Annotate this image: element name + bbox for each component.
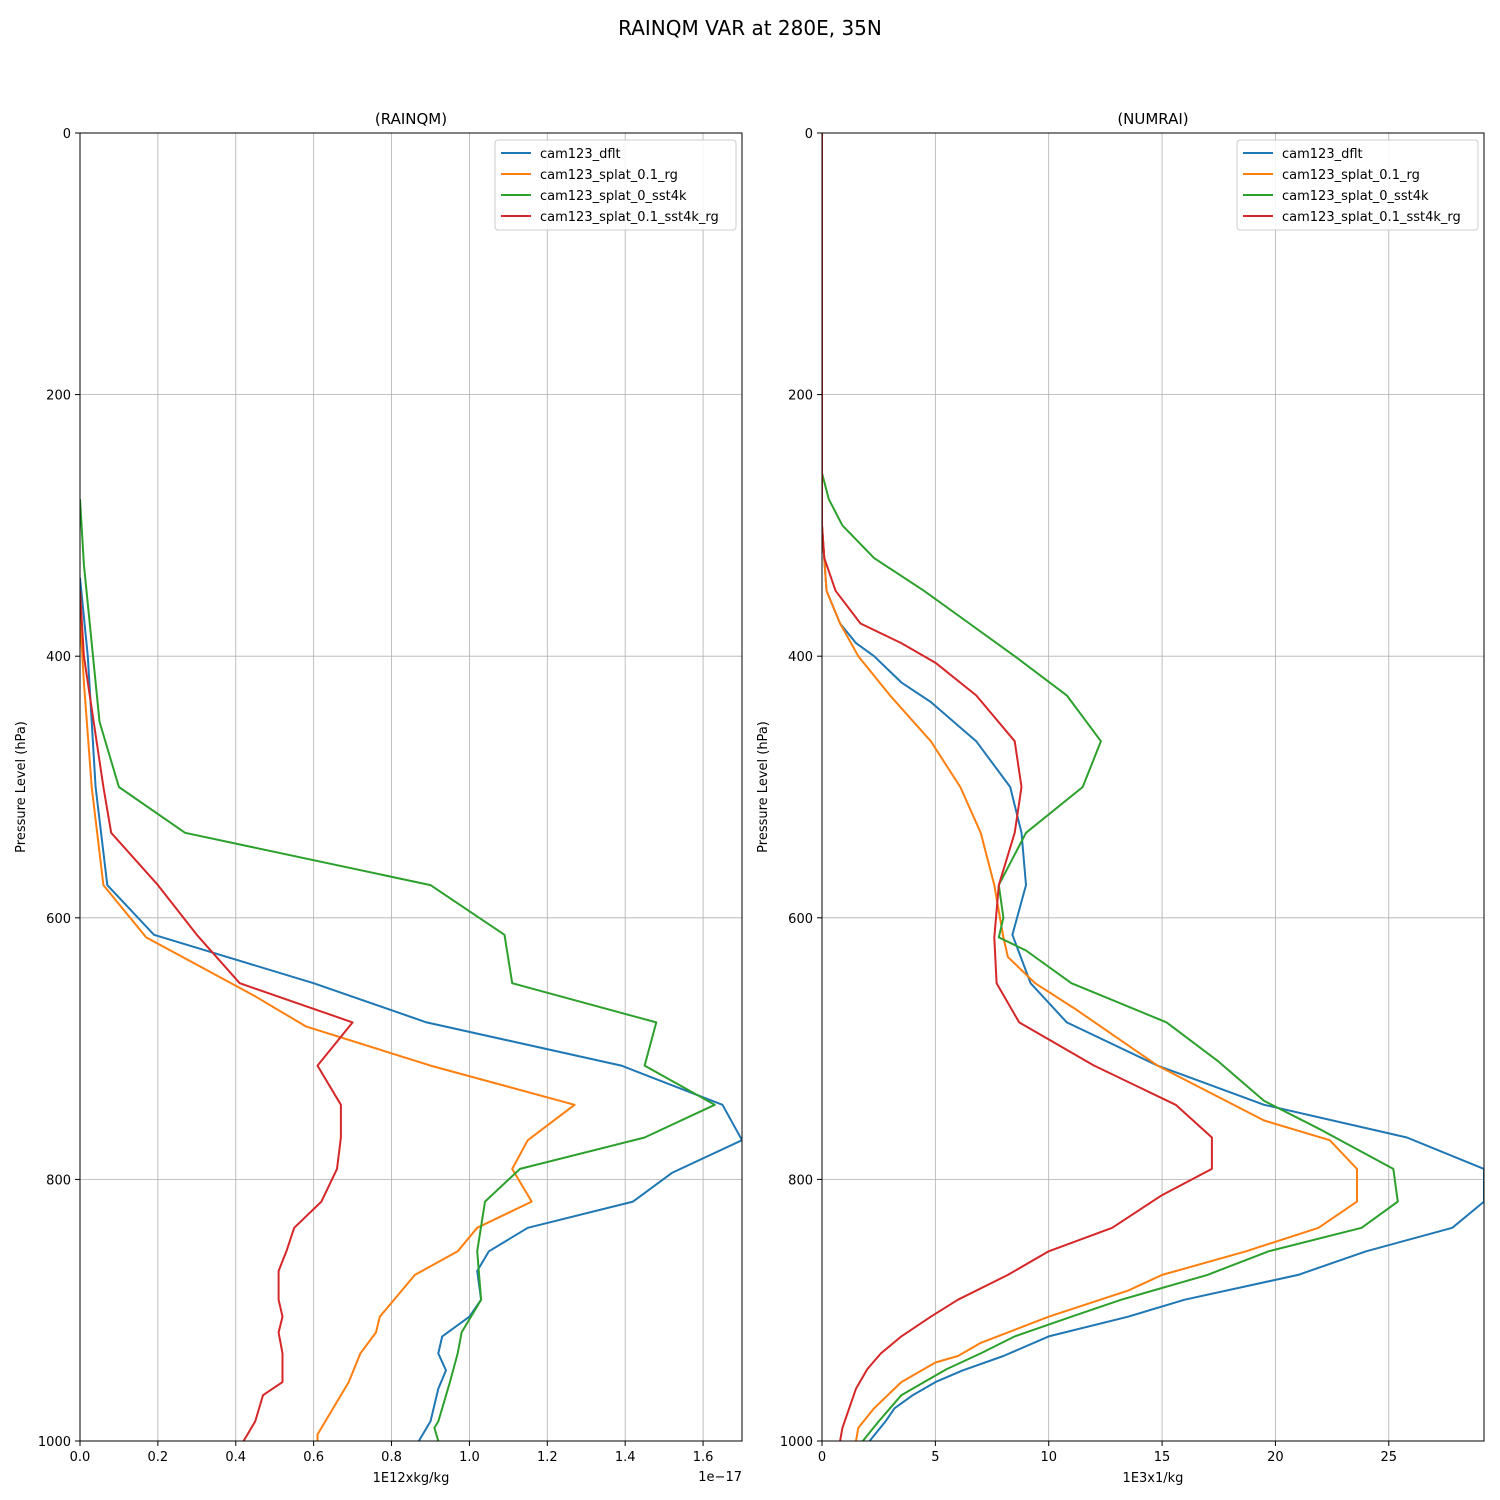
chart-panel-1: 0.0 0.2 0.4 0.6 0.8 1.0 1.2 1.4 1.6 0 200 400 600 800…: [14, 110, 743, 1486]
legend: cam123_dflt cam123_splat_0.1_rg cam123_spl…: [494, 139, 737, 231]
y-tick-label: 1000: [780, 1435, 813, 1450]
y-tick-label: 0: [805, 127, 813, 142]
series-line-cam123_splat_0.1_rg: [822, 133, 1358, 1441]
series-line-cam123_splat_0_sst4k: [822, 133, 1399, 1441]
y-tick-label: 600: [788, 912, 813, 927]
x-tick-label: 25: [1381, 1450, 1398, 1465]
x-tick-label: 1.0: [459, 1450, 480, 1465]
x-tick-label: 0.0: [70, 1450, 91, 1465]
y-tick-label: 400: [46, 650, 71, 665]
panel-title: (RAINQM): [375, 110, 447, 128]
x-tick-label: 10: [1040, 1450, 1057, 1465]
legend-label: cam123_splat_0.1_rg: [540, 168, 678, 183]
plot-frame: [821, 132, 1485, 1442]
y-tick-label: 400: [788, 650, 813, 665]
legend-label: cam123_dflt: [1282, 147, 1363, 162]
legend-box: [494, 139, 737, 231]
x-tick-label: 0.2: [148, 1450, 169, 1465]
x-tick-label: 20: [1267, 1450, 1284, 1465]
legend-label: cam123_dflt: [540, 147, 621, 162]
series-line-cam123_splat_0.1_sst4k_rg: [80, 590, 354, 1441]
legend-label: cam123_splat_0.1_sst4k_rg: [540, 210, 719, 225]
y-tick-label: 0: [63, 127, 71, 142]
y-axis-label: Pressure Level (hPa): [14, 721, 29, 853]
series-line-cam123_splat_0.1_sst4k_rg: [822, 133, 1213, 1441]
x-tick-label: 15: [1154, 1450, 1171, 1465]
legend-label: cam123_splat_0_sst4k: [1282, 189, 1429, 204]
x-axis-label: 1E3x1/kg: [1123, 1471, 1184, 1486]
y-tick-label: 1000: [38, 1435, 71, 1450]
chart-panel-2: 0 5 10 15 20 25 0 200 400 600 800 1000 (NUMRAI) 1E3x1…: [756, 110, 1485, 1486]
x-tick-label: 1.6: [693, 1450, 714, 1465]
y-tick-label: 200: [788, 389, 813, 404]
legend-label: cam123_splat_0.1_sst4k_rg: [1282, 210, 1461, 225]
x-tick-label: 5: [931, 1450, 939, 1465]
y-axis-label: Pressure Level (hPa): [756, 721, 771, 853]
y-tick-label: 800: [788, 1173, 813, 1188]
legend-label: cam123_splat_0_sst4k: [540, 189, 687, 204]
x-tick-label: 0.8: [381, 1450, 402, 1465]
y-tick-label: 800: [46, 1173, 71, 1188]
plot-frame: [79, 132, 743, 1442]
legend: cam123_dflt cam123_splat_0.1_rg cam123_spl…: [1236, 139, 1479, 231]
x-tick-label: 1.2: [537, 1450, 558, 1465]
panel-title: (NUMRAI): [1117, 110, 1188, 128]
x-tick-label: 0: [818, 1450, 826, 1465]
x-axis-offset-label: 1e−17: [698, 1470, 742, 1485]
series-line-cam123_splat_0_sst4k: [80, 499, 716, 1441]
x-tick-label: 0.6: [303, 1450, 324, 1465]
x-tick-label: 1.4: [615, 1450, 636, 1465]
legend-box: [1236, 139, 1479, 231]
x-tick-label: 0.4: [225, 1450, 246, 1465]
x-axis-label: 1E12xkg/kg: [373, 1471, 450, 1486]
figure-title: RAINQM VAR at 280E, 35N: [618, 16, 882, 40]
series-line-cam123_dflt: [80, 577, 742, 1441]
series-line-cam123_splat_0.1_rg: [80, 616, 576, 1441]
y-tick-label: 200: [46, 389, 71, 404]
legend-label: cam123_splat_0.1_rg: [1282, 168, 1420, 183]
series-line-cam123_dflt: [822, 133, 1484, 1441]
y-tick-label: 600: [46, 912, 71, 927]
